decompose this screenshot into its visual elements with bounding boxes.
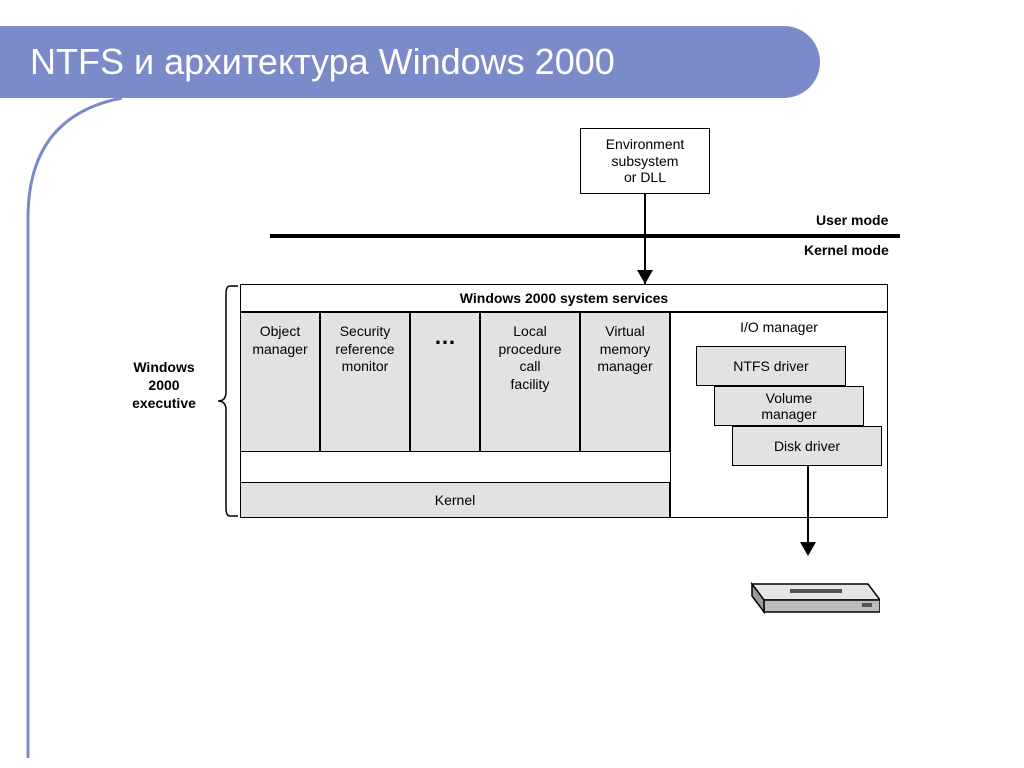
arrow-driver-to-disk-line <box>807 466 809 550</box>
ellipsis-box: … <box>410 312 480 452</box>
object-manager-box: Objectmanager <box>240 312 320 452</box>
title-bar: NTFS и архитектура Windows 2000 <box>0 26 820 98</box>
mode-divider-line <box>270 234 900 238</box>
disk-driver-box: Disk driver <box>732 426 882 466</box>
io-manager-header: I/O manager <box>670 312 888 340</box>
virtual-memory-manager-box: Virtualmemorymanager <box>580 312 670 452</box>
slide: NTFS и архитектура Windows 2000 Environm… <box>0 0 1024 768</box>
volume-manager-box: Volumemanager <box>714 386 864 426</box>
executive-label: Windows2000executive <box>114 358 214 413</box>
lpc-facility-box: Localprocedurecallfacility <box>480 312 580 452</box>
arrow-env-to-services-head <box>637 270 653 284</box>
kernel-box: Kernel <box>240 482 670 518</box>
user-mode-label: User mode <box>816 212 888 228</box>
security-reference-monitor-box: Securityreferencemonitor <box>320 312 410 452</box>
kernel-mode-label: Kernel mode <box>804 242 889 258</box>
ntfs-driver-box: NTFS driver <box>696 346 846 386</box>
slide-title: NTFS и архитектура Windows 2000 <box>30 41 615 83</box>
environment-subsystem-box: Environmentsubsystemor DLL <box>580 128 710 194</box>
disk-drive-icon <box>740 554 880 614</box>
architecture-diagram: Environmentsubsystemor DLL User mode Ker… <box>120 128 940 718</box>
system-services-header: Windows 2000 system services <box>240 284 888 312</box>
executive-bracket <box>218 284 240 518</box>
